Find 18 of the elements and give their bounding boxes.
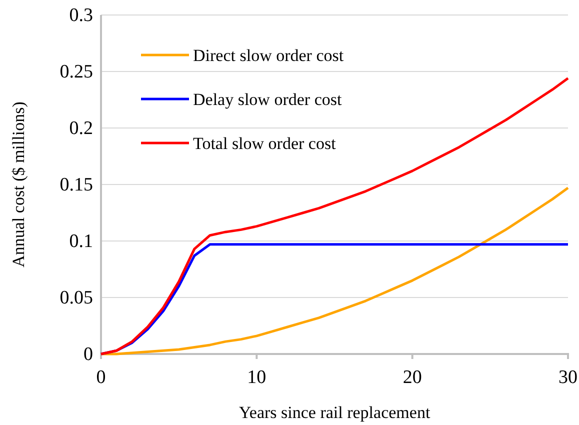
y-tick-label: 0.2 — [69, 118, 93, 140]
y-tick-label: 0.05 — [60, 288, 93, 309]
legend-label: Delay slow order cost — [193, 90, 342, 109]
y-tick-label: 0.3 — [69, 5, 93, 26]
y-tick-label: 0.25 — [60, 62, 93, 83]
x-tick-label: 10 — [247, 366, 266, 388]
y-tick-label: 0.1 — [69, 231, 93, 252]
legend-label: Direct slow order cost — [193, 46, 344, 65]
line-series — [100, 77, 570, 356]
x-tick-label: 30 — [558, 366, 578, 388]
y-tick-label: 0 — [84, 344, 93, 366]
legend-label: Total slow order cost — [193, 134, 336, 153]
x-tick-label: 20 — [402, 366, 422, 388]
x-axis-title: Years since rail replacement — [238, 403, 430, 422]
line-series — [100, 186, 570, 356]
x-tick-label: 0 — [96, 366, 106, 388]
y-tick-label: 0.15 — [60, 174, 93, 196]
y-axis-title: Annual cost ($ millions) — [9, 102, 28, 268]
